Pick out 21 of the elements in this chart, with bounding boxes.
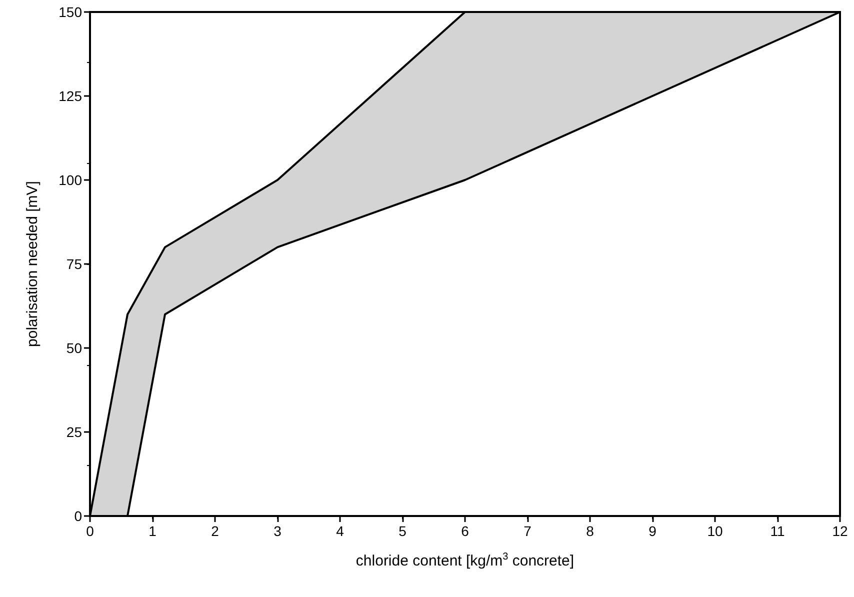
x-tick-label: 8	[586, 523, 594, 539]
y-tick-label: 125	[58, 88, 82, 104]
y-tick-label: 50	[66, 340, 82, 356]
x-tick-label: 11	[770, 523, 785, 539]
x-tick-label: 10	[707, 523, 723, 539]
x-tick-label: 7	[524, 523, 532, 539]
x-tick-label: 1	[148, 523, 157, 539]
y-tick-label: 25	[66, 424, 82, 440]
y-tick-label: 75	[66, 256, 82, 272]
x-tick-label: 9	[648, 523, 657, 539]
x-tick-label: 4	[336, 523, 344, 539]
y-tick-label: 150	[58, 4, 82, 20]
y-tick-label: 100	[58, 172, 82, 188]
x-tick-label: 12	[832, 523, 848, 539]
x-tick-label: 5	[398, 523, 407, 539]
y-axis-title: polarisation needed [mV]	[24, 181, 41, 347]
x-tick-label: 0	[86, 523, 94, 539]
x-tick-label: 2	[211, 523, 220, 539]
x-tick-label: 6	[461, 523, 470, 539]
x-tick-label: 3	[274, 523, 282, 539]
y-tick-label: 0	[74, 508, 82, 524]
